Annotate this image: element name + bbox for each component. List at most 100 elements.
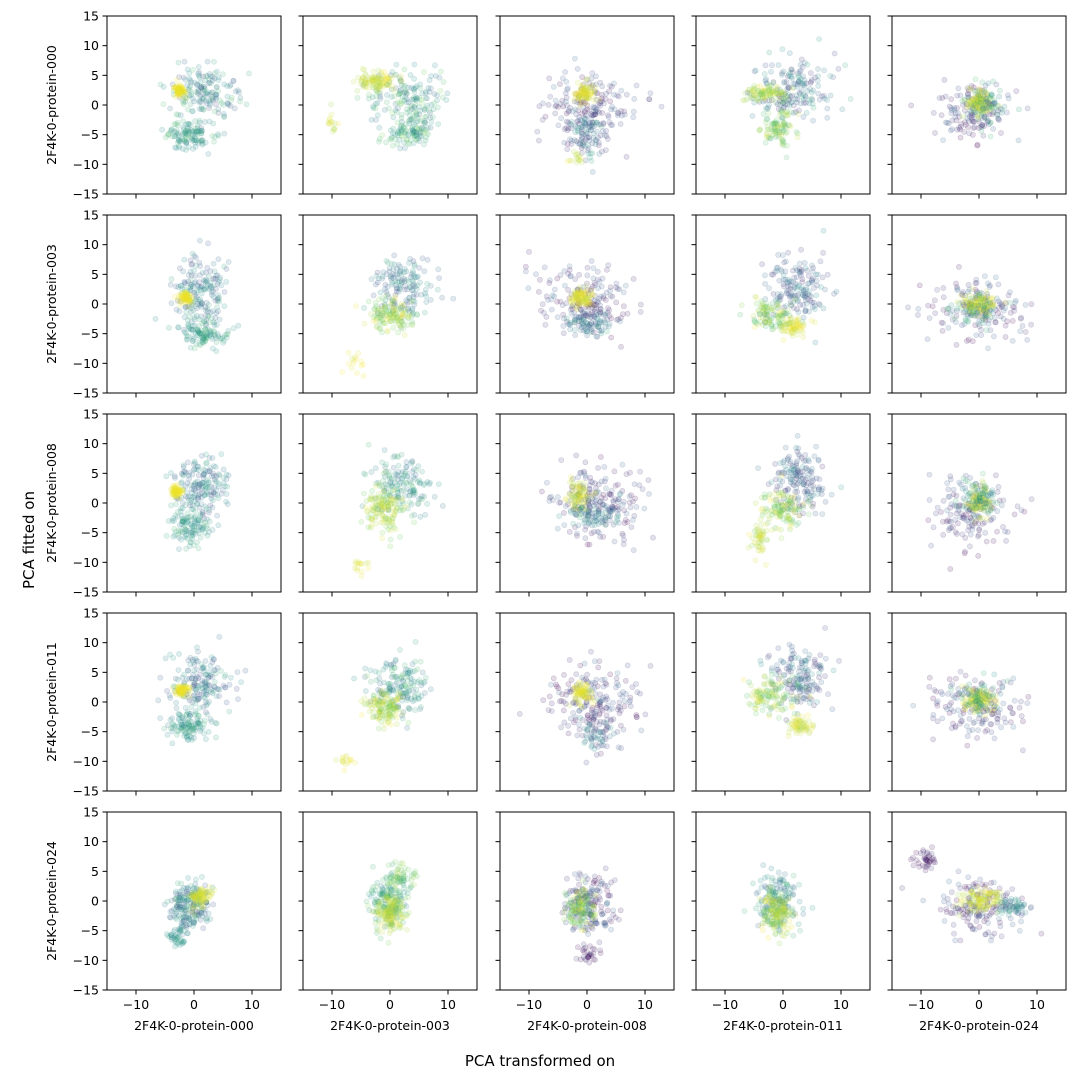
scatter-point — [172, 121, 179, 128]
scatter-point — [756, 127, 762, 134]
scatter-point — [386, 307, 393, 314]
scatter-point — [976, 291, 983, 298]
scatter-point — [592, 319, 599, 326]
scatter-point — [795, 78, 802, 85]
scatter-point — [185, 87, 192, 93]
scatter-point — [978, 113, 985, 120]
scatter-point — [203, 276, 209, 283]
scatter-point — [358, 78, 365, 84]
scatter-point — [410, 492, 417, 499]
scatter-point — [606, 507, 613, 514]
scatter-point — [181, 290, 187, 297]
scatter-point — [389, 301, 396, 308]
scatter-point — [411, 121, 417, 128]
scatter-point — [213, 101, 219, 108]
scatter-point — [186, 128, 192, 135]
scatter-point — [395, 91, 402, 98]
scatter-point — [185, 527, 192, 534]
scatter-point — [802, 290, 808, 297]
scatter-point — [383, 461, 389, 468]
scatter-point — [204, 516, 211, 523]
scatter-point — [809, 304, 816, 310]
panel-r0-c2 — [495, 15, 675, 199]
scatter-point — [948, 96, 955, 103]
scatter-point — [568, 118, 575, 125]
scatter-point — [981, 87, 988, 94]
scatter-point — [1022, 329, 1029, 335]
scatter-point — [796, 68, 803, 75]
scatter-point — [365, 80, 372, 86]
scatter-point — [577, 483, 584, 489]
scatter-point — [793, 318, 800, 325]
scatter-point — [396, 501, 403, 508]
scatter-point — [172, 488, 179, 495]
scatter-point — [948, 519, 954, 525]
scatter-point — [580, 88, 587, 95]
scatter-point — [614, 285, 621, 292]
scatter-point — [184, 494, 191, 501]
scatter-point — [785, 280, 792, 286]
scatter-point — [187, 127, 194, 133]
scatter-point — [593, 315, 600, 322]
scatter-point — [971, 98, 978, 105]
scatter-point — [203, 523, 210, 529]
scatter-point — [603, 521, 609, 528]
scatter-point — [198, 125, 205, 131]
scatter-point — [992, 274, 999, 281]
scatter-point — [377, 312, 384, 319]
scatter-point — [746, 86, 753, 93]
scatter-point — [179, 86, 186, 93]
scatter-point — [586, 295, 593, 302]
scatter-point — [209, 89, 216, 95]
scatter-point — [184, 295, 191, 302]
scatter-point — [592, 137, 599, 144]
scatter-point — [954, 307, 960, 314]
scatter-point — [191, 98, 197, 105]
scatter-point — [386, 473, 393, 480]
scatter-point — [180, 485, 187, 492]
scatter-point — [200, 334, 206, 341]
scatter-point — [187, 539, 193, 545]
scatter-point — [969, 310, 976, 316]
scatter-point — [348, 355, 355, 362]
scatter-point — [203, 327, 210, 334]
scatter-point — [390, 306, 397, 313]
scatter-point — [402, 306, 408, 313]
scatter-point — [325, 120, 332, 126]
scatter-point — [377, 318, 384, 325]
scatter-point — [612, 496, 619, 502]
scatter-point — [575, 290, 582, 297]
scatter-point — [177, 112, 184, 119]
scatter-point — [796, 265, 803, 272]
scatter-point — [589, 140, 596, 147]
scatter-point — [794, 81, 801, 88]
scatter-point — [778, 312, 784, 319]
scatter-point — [954, 305, 960, 312]
scatter-point — [184, 303, 191, 310]
scatter-point — [578, 144, 585, 151]
scatter-point — [585, 76, 591, 82]
scatter-point — [974, 309, 981, 316]
scatter-point — [588, 291, 595, 298]
scatter-point — [386, 506, 393, 513]
scatter-point — [763, 536, 770, 543]
scatter-point — [971, 308, 978, 314]
scatter-point — [209, 77, 216, 84]
scatter-point — [209, 89, 215, 96]
scatter-point — [788, 292, 795, 298]
scatter-point — [431, 493, 438, 500]
scatter-point — [609, 503, 616, 510]
scatter-point — [403, 96, 410, 102]
scatter-point — [182, 293, 189, 300]
scatter-point — [608, 83, 615, 90]
scatter-point — [434, 104, 441, 111]
scatter-point — [187, 539, 194, 546]
scatter-point — [389, 298, 396, 305]
scatter-point — [972, 286, 979, 293]
scatter-point — [785, 287, 792, 294]
scatter-point — [952, 114, 959, 120]
scatter-point — [183, 121, 189, 128]
scatter-point — [181, 299, 188, 306]
scatter-point — [401, 278, 408, 285]
scatter-point — [621, 108, 628, 115]
